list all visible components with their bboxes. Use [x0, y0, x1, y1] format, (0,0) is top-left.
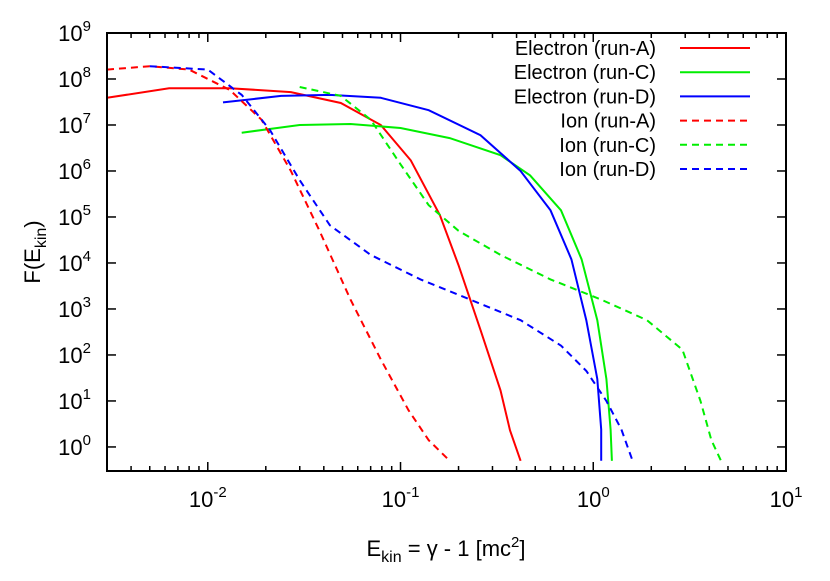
- y-axis-label: F(Ekin): [20, 220, 50, 283]
- legend-label-2: Electron (run-D): [514, 86, 656, 108]
- x-axis-label: Ekin = γ - 1 [mc2]: [366, 534, 525, 566]
- plot-frame: [106, 32, 787, 472]
- legend: Electron (run-A)Electron (run-C)Electron…: [514, 38, 750, 181]
- ticks: 10-2 10-1 100 101 100 101 102 103 104 105 106 107 10…: [58, 18, 802, 512]
- y-tick-label: 103: [58, 294, 91, 322]
- series-line-1: [241, 122, 613, 461]
- legend-label-0: Electron (run-A): [515, 38, 656, 60]
- x-tick-label: 10-2: [189, 484, 227, 512]
- y-tick-label: 102: [58, 340, 91, 368]
- legend-label-3: Ion (run-A): [560, 111, 656, 133]
- series-line-4: [299, 86, 722, 462]
- y-tick-label: 104: [58, 248, 91, 276]
- y-tick-label: 101: [58, 386, 91, 414]
- series-layer: [107, 65, 722, 462]
- x-tick-label: 10-1: [382, 484, 420, 512]
- legend-label-1: Electron (run-C): [514, 62, 656, 84]
- y-tick-label: 106: [58, 156, 91, 184]
- x-tick-label: 101: [770, 484, 803, 512]
- series-line-2: [222, 93, 603, 461]
- y-tick-label: 105: [58, 202, 91, 230]
- y-tick-label: 100: [58, 432, 91, 460]
- y-tick-label: 107: [58, 110, 91, 138]
- series-line-3: [107, 65, 451, 462]
- x-tick-label: 100: [577, 484, 610, 512]
- y-tick-label: 109: [58, 18, 91, 46]
- series-line-5: [149, 65, 634, 462]
- legend-label-4: Ion (run-C): [559, 135, 656, 157]
- series-line-0: [107, 87, 522, 462]
- y-tick-label: 108: [58, 64, 91, 92]
- legend-label-5: Ion (run-D): [559, 159, 656, 181]
